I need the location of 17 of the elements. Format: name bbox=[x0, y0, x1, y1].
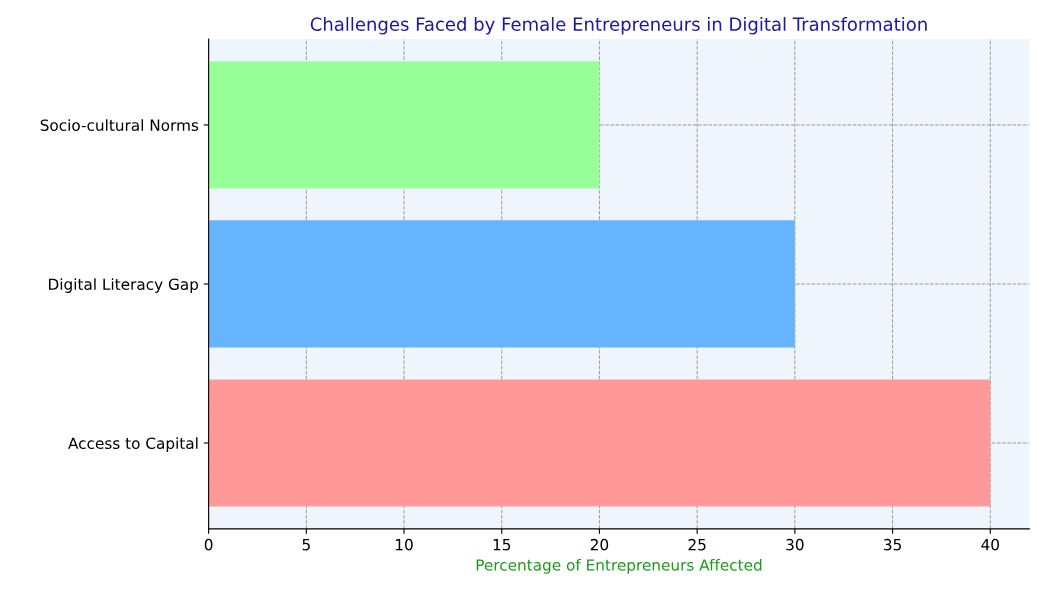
y-tick-label: Socio-cultural Norms bbox=[40, 119, 199, 131]
x-tick-label: 30 bbox=[786, 538, 804, 551]
x-tick-label: 5 bbox=[302, 539, 310, 551]
x-tick-label: 10 bbox=[395, 538, 413, 551]
x-tick-label: 0 bbox=[204, 538, 213, 551]
bar bbox=[208, 220, 795, 348]
chart-title: Challenges Faced by Female Entrepreneurs in Digital Transformation bbox=[310, 17, 927, 35]
y-tick-label: Digital Literacy Gap bbox=[49, 278, 199, 293]
x-tick-label: 40 bbox=[981, 538, 999, 551]
y-tick-label: Access to Capital bbox=[68, 437, 198, 452]
bar bbox=[208, 61, 600, 189]
bar bbox=[208, 379, 991, 507]
x-tick-label: 25 bbox=[688, 538, 706, 551]
x-tick-label: 15 bbox=[493, 539, 511, 551]
x-axis-title: Percentage of Entrepreneurs Affected bbox=[476, 558, 762, 574]
x-tick-label: 35 bbox=[884, 538, 901, 551]
x-tick-label: 20 bbox=[590, 538, 609, 551]
